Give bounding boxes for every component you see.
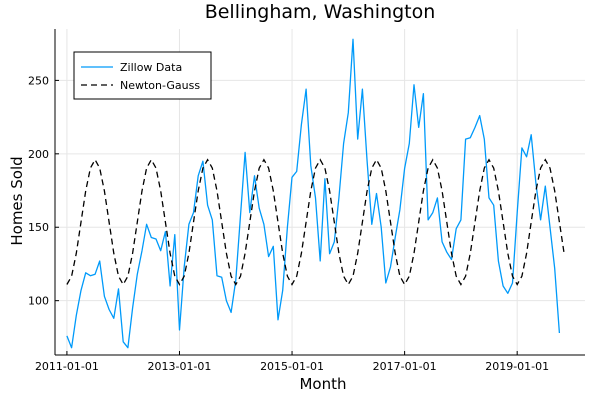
x-tick-label: 2011-01-01	[35, 360, 99, 373]
chart-title: Bellingham, Washington	[205, 1, 436, 23]
legend-label-newton-gauss: Newton-Gauss	[120, 79, 200, 92]
y-tick-label: 200	[28, 148, 49, 161]
y-tick-label: 100	[28, 295, 49, 308]
x-tick-label: 2015-01-01	[260, 360, 324, 373]
series-line-newton-gauss	[66, 158, 565, 286]
series-layer	[66, 38, 565, 349]
x-tick-label: 2019-01-01	[485, 360, 549, 373]
x-tick-label: 2017-01-01	[373, 360, 437, 373]
y-tick-label: 250	[28, 74, 49, 87]
legend: Zillow Data Newton-Gauss	[73, 51, 212, 100]
legend-box	[73, 51, 212, 100]
y-axis-title: Homes Sold	[8, 156, 26, 245]
x-axis-title: Month	[299, 375, 346, 393]
axes: 2011-01-01 2013-01-01 2015-01-01 2017-01-01…	[28, 29, 585, 373]
series-line-zillow-data	[66, 38, 561, 349]
legend-label-zillow-data: Zillow Data	[120, 61, 182, 74]
y-tick-label: 150	[28, 221, 49, 234]
x-tick-label: 2013-01-01	[148, 360, 212, 373]
